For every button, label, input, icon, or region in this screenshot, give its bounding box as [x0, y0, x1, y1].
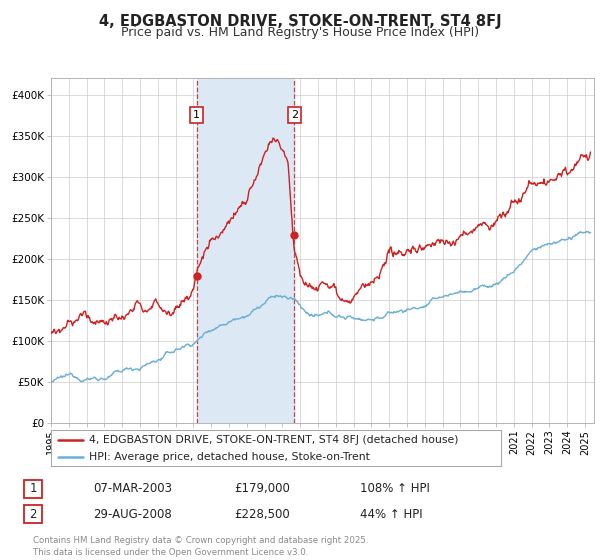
Text: 2: 2 [290, 110, 298, 120]
Text: 108% ↑ HPI: 108% ↑ HPI [360, 482, 430, 496]
Text: 1: 1 [29, 482, 37, 496]
Text: HPI: Average price, detached house, Stoke-on-Trent: HPI: Average price, detached house, Stok… [89, 452, 370, 462]
Text: Price paid vs. HM Land Registry's House Price Index (HPI): Price paid vs. HM Land Registry's House … [121, 26, 479, 39]
Text: £228,500: £228,500 [234, 507, 290, 521]
Bar [197, 78, 294, 423]
Text: 4, EDGBASTON DRIVE, STOKE-ON-TRENT, ST4 8FJ: 4, EDGBASTON DRIVE, STOKE-ON-TRENT, ST4 … [98, 14, 502, 29]
Text: Contains HM Land Registry data © Crown copyright and database right 2025.
This d: Contains HM Land Registry data © Crown c… [33, 536, 368, 557]
Text: 07-MAR-2003: 07-MAR-2003 [93, 482, 172, 496]
Text: 2: 2 [29, 507, 37, 521]
Text: 1: 1 [193, 110, 200, 120]
Text: 4, EDGBASTON DRIVE, STOKE-ON-TRENT, ST4 8FJ (detached house): 4, EDGBASTON DRIVE, STOKE-ON-TRENT, ST4 … [89, 435, 459, 445]
Text: 44% ↑ HPI: 44% ↑ HPI [360, 507, 422, 521]
Text: 29-AUG-2008: 29-AUG-2008 [93, 507, 172, 521]
Text: £179,000: £179,000 [234, 482, 290, 496]
